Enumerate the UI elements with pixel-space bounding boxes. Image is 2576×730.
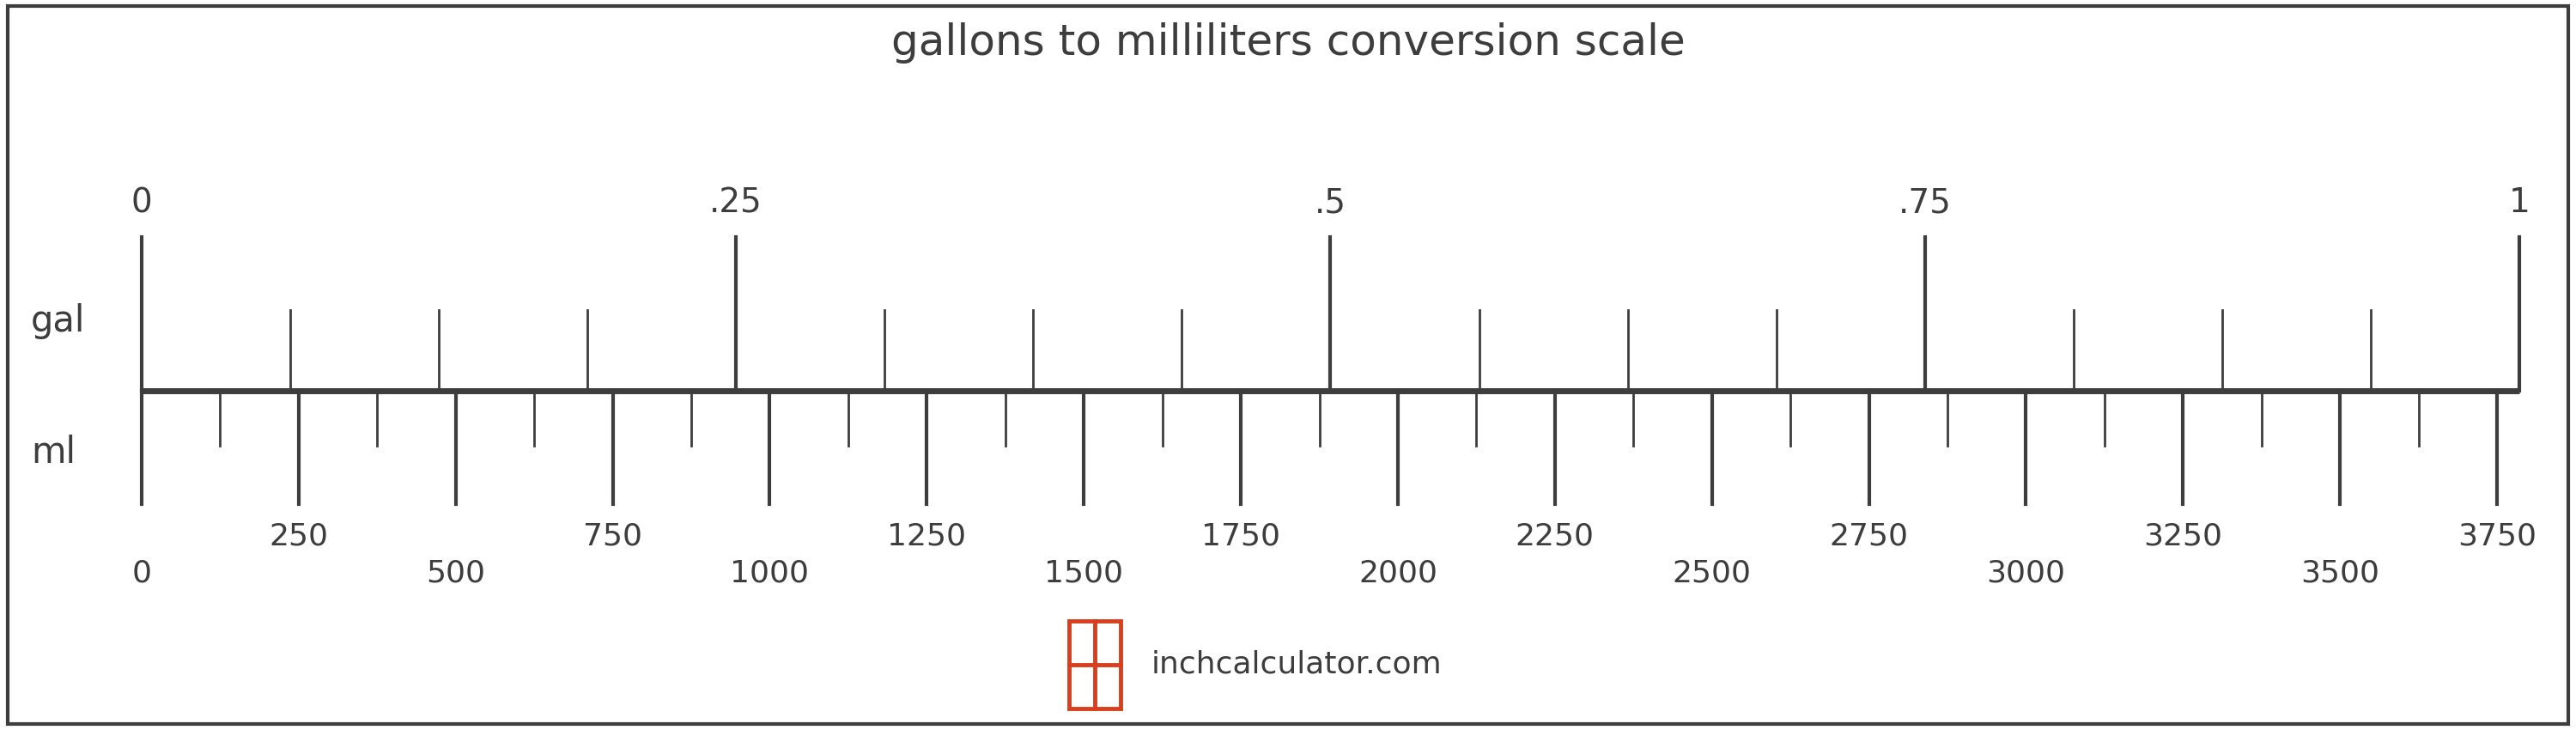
Text: 2000: 2000 <box>1358 558 1437 588</box>
Text: .75: .75 <box>1899 186 1953 219</box>
Text: 1750: 1750 <box>1200 522 1280 551</box>
Text: 1000: 1000 <box>729 558 809 588</box>
Text: .5: .5 <box>1314 186 1347 219</box>
Text: 3750: 3750 <box>2458 522 2537 551</box>
Text: 250: 250 <box>268 522 327 551</box>
Text: 750: 750 <box>582 522 641 551</box>
Text: 2750: 2750 <box>1829 522 1909 551</box>
Text: 2500: 2500 <box>1672 558 1752 588</box>
Text: .25: .25 <box>708 186 762 219</box>
Text: 1500: 1500 <box>1043 558 1123 588</box>
Text: ml: ml <box>31 435 75 471</box>
Text: 3000: 3000 <box>1986 558 2066 588</box>
Text: gal: gal <box>31 304 85 339</box>
Text: 500: 500 <box>425 558 484 588</box>
Text: gallons to milliliters conversion scale: gallons to milliliters conversion scale <box>891 22 1685 63</box>
Text: inchcalculator.com: inchcalculator.com <box>1151 650 1443 679</box>
Text: 0: 0 <box>131 558 152 588</box>
Text: 1250: 1250 <box>886 522 966 551</box>
Text: 3500: 3500 <box>2300 558 2380 588</box>
Text: 3250: 3250 <box>2143 522 2223 551</box>
Text: 1: 1 <box>2509 186 2530 219</box>
Text: 0: 0 <box>131 186 152 219</box>
Text: 2250: 2250 <box>1515 522 1595 551</box>
